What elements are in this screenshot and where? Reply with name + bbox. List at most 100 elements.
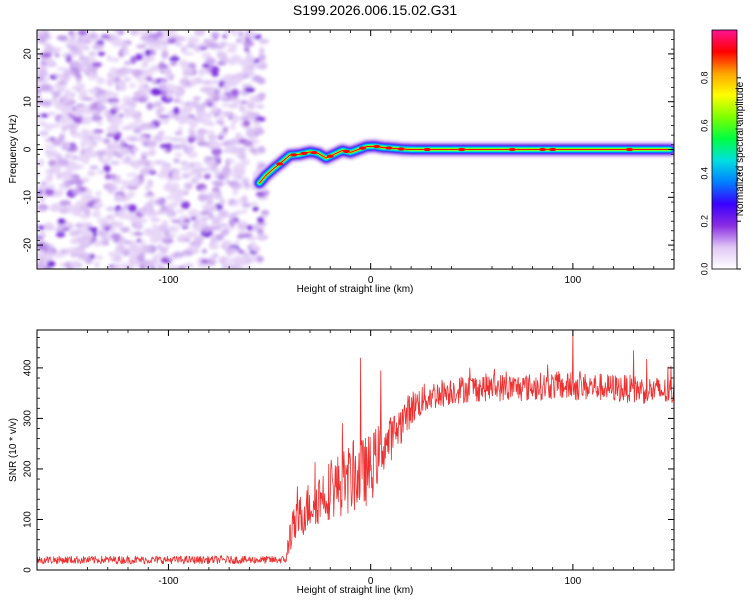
heatmap-noise-cell — [103, 164, 111, 173]
heatmap-noise-cell — [129, 240, 138, 249]
heatmap-noise-cell — [67, 111, 73, 119]
heatmap-noise-cell — [205, 192, 214, 202]
heatmap-noise-cell — [160, 80, 166, 85]
heatmap-noise-cell — [167, 37, 176, 44]
heatmap-noise-cell — [194, 174, 202, 181]
heatmap-noise-cell — [218, 94, 229, 99]
heatmap-noise-cell — [210, 241, 220, 250]
heatmap-noise-cell — [101, 240, 110, 246]
heatmap-noise-cell — [132, 69, 142, 78]
heatmap-noise-cell — [84, 45, 90, 51]
heatmap-noise-cell — [252, 244, 260, 253]
snr-panel: -100 0 100 0 100 200 300 400 Height of straight… — [8, 329, 675, 596]
heatmap-noise-cell — [230, 88, 240, 98]
heatmap-noise-cell — [89, 165, 99, 170]
heatmap-noise-cell — [135, 44, 147, 49]
snr-ytick-label: 400 — [23, 359, 34, 376]
heatmap-noise-cell — [257, 92, 266, 99]
heatmap-noise-cell — [88, 171, 95, 176]
heatmap-xtick-label: 100 — [565, 275, 582, 286]
heatmap-noise-cell — [116, 81, 127, 90]
heatmap-noise-cell — [99, 105, 107, 111]
heatmap-noise-cell — [81, 192, 87, 200]
heatmap-ridge-peak — [342, 149, 350, 154]
heatmap-noise-cell — [161, 170, 171, 176]
heatmap-noise-cell — [174, 90, 184, 99]
snr-frame — [36, 329, 675, 571]
heatmap-noise-cell — [217, 51, 228, 60]
heatmap-noise-cell — [104, 137, 111, 145]
heatmap-noise-cell — [135, 135, 148, 143]
heatmap-noise-cell — [71, 188, 83, 195]
heatmap-noise-cell — [259, 62, 268, 68]
heatmap-noise-cell — [229, 264, 240, 269]
heatmap-noise-cell — [114, 175, 121, 181]
heatmap-noise-cell — [80, 143, 86, 149]
heatmap-noise-cell — [161, 51, 169, 59]
heatmap-ridge-peak — [359, 146, 367, 150]
heatmap-noise-cell — [169, 114, 179, 119]
heatmap-noise-cell — [218, 209, 226, 218]
heatmap-noise-cell — [66, 122, 76, 131]
snr-xtick-label: 0 — [368, 576, 374, 587]
heatmap-noise-cell — [219, 197, 225, 206]
heatmap-noise-cell — [147, 191, 153, 196]
heatmap-noise-cell — [38, 231, 47, 238]
heatmap-noise-cell — [119, 147, 132, 156]
heatmap-noise-cell — [177, 234, 189, 243]
heatmap-noise-cell — [184, 116, 194, 124]
heatmap-ytick-label: -10 — [23, 190, 34, 205]
heatmap-noise-cell — [211, 72, 220, 77]
heatmap-noise-cell — [141, 167, 150, 173]
heatmap-noise-cell — [100, 34, 110, 38]
heatmap-noise-cell — [121, 126, 133, 131]
heatmap-noise-cell — [187, 36, 200, 45]
heatmap-noise-cell — [43, 123, 54, 131]
heatmap-noise-cell — [109, 101, 120, 107]
heatmap-ridge-peak — [549, 147, 557, 152]
heatmap-noise-cell — [234, 240, 240, 246]
heatmap-noise-cell — [40, 244, 49, 250]
heatmap-noise-cell — [51, 90, 61, 98]
heatmap-noise-cell — [228, 138, 240, 146]
heatmap-noise-cell — [144, 49, 151, 57]
heatmap-noise-cell — [172, 251, 185, 259]
colorbar-tick-label: 0.2 — [699, 215, 709, 228]
heatmap-noise-cell — [242, 120, 251, 127]
heatmap-noise-cell — [187, 244, 199, 252]
heatmap-noise-cell — [55, 153, 63, 160]
heatmap-noise-cell — [44, 138, 52, 143]
heatmap-noise-cell — [244, 55, 256, 64]
heatmap-noise-cell — [73, 178, 84, 186]
heatmap-noise-cell — [231, 202, 242, 206]
heatmap-noise-cell — [187, 171, 198, 176]
heatmap-noise-cell — [37, 263, 45, 269]
heatmap-noise-cell — [190, 79, 200, 85]
heatmap-noise-cell — [197, 141, 209, 147]
heatmap-noise-cell — [237, 266, 244, 269]
heatmap-noise-cell — [221, 103, 230, 108]
heatmap-noise-cell — [241, 202, 252, 208]
heatmap-noise-cell — [241, 67, 253, 76]
heatmap-noise-cell — [185, 104, 194, 113]
heatmap-noise-cell — [37, 67, 48, 76]
heatmap-noise-cell — [76, 164, 85, 170]
heatmap-noise-cell — [84, 257, 93, 264]
heatmap-noise-cell — [91, 43, 104, 51]
heatmap-noise-cell — [51, 47, 63, 52]
heatmap-noise-cell — [92, 240, 103, 247]
heatmap-noise-cell — [77, 30, 88, 36]
heatmap-noise-cell — [139, 82, 145, 87]
heatmap-noise-cell — [210, 226, 222, 231]
heatmap-noise-cell — [239, 104, 246, 112]
heatmap-noise-cell — [153, 32, 163, 38]
heatmap-noise-cell — [163, 136, 173, 141]
heatmap-noise-cell — [127, 204, 137, 213]
heatmap-noise-cell — [161, 235, 173, 240]
heatmap-noise-cell — [205, 57, 216, 66]
heatmap-noise-cell — [211, 147, 222, 156]
heatmap-noise-cell — [195, 112, 208, 117]
heatmap-noise-cell — [211, 155, 221, 161]
heatmap-noise-cell — [80, 213, 91, 220]
heatmap-noise-cell — [70, 131, 83, 138]
